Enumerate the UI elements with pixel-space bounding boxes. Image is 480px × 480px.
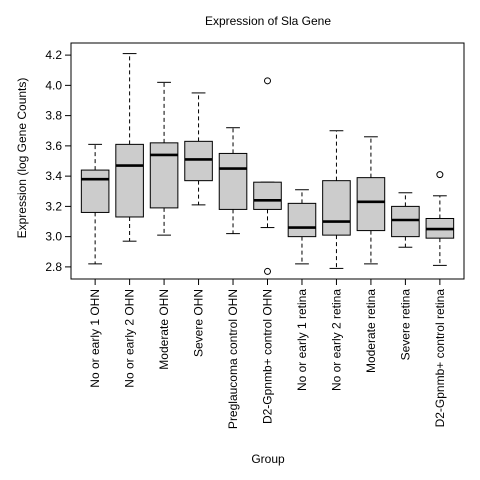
iqr-box: [322, 180, 351, 236]
box-1: [80, 143, 110, 265]
x-tick-label: D2-Gpnmb+ control OHN: [261, 289, 275, 424]
x-tick-label: Moderate OHN: [157, 289, 171, 370]
x-tick-label: No or early 1 OHN: [88, 289, 102, 388]
box-10: [391, 192, 420, 248]
outlier-point: [436, 171, 444, 179]
iqr-box: [115, 143, 144, 218]
box-6: [253, 77, 282, 275]
iqr-box: [356, 177, 386, 232]
box-3: [149, 81, 179, 236]
x-axis-label: Group: [251, 452, 285, 466]
box-9: [356, 136, 386, 265]
x-tick-label: Severe retina: [398, 289, 412, 361]
iqr-box: [253, 181, 282, 210]
plot-area: [80, 53, 455, 275]
box-2: [115, 53, 144, 242]
x-tick-label: Preglaucoma control OHN: [226, 289, 240, 429]
x-tick-label: No or early 2 retina: [329, 289, 343, 391]
iqr-box: [287, 202, 317, 238]
box-11: [425, 171, 455, 266]
box-8: [322, 130, 351, 269]
box-5: [218, 127, 248, 235]
axes: 2.8 3.0 3.2 3.4 3.6 3.8 4.0 4.2 No or early 1 OH…: [45, 42, 465, 429]
box-7: [287, 189, 317, 265]
y-tick-label: 3.2: [45, 199, 62, 213]
y-tick-label: 4.0: [45, 78, 62, 92]
y-tick-label: 2.8: [45, 260, 62, 274]
x-tick-label: Moderate retina: [364, 289, 378, 373]
box-4: [184, 92, 213, 206]
x-tick-label: Severe OHN: [192, 289, 206, 357]
y-tick-label: 3.4: [45, 169, 62, 183]
iqr-box: [80, 169, 110, 213]
x-tick-label: D2-Gpnmb+ control retina: [433, 289, 447, 428]
x-tick-label: No or early 1 retina: [295, 289, 309, 391]
y-tick-label: 3.0: [45, 230, 62, 244]
iqr-box: [149, 142, 179, 209]
iqr-box: [184, 140, 213, 182]
iqr-box: [218, 152, 248, 210]
outlier-point: [264, 267, 271, 275]
outlier-point: [264, 77, 271, 85]
y-tick-label: 4.2: [45, 48, 62, 62]
x-tick-label: No or early 2 OHN: [123, 289, 137, 388]
chart-title: Expression of Sla Gene: [205, 14, 331, 28]
y-axis-label: Expression (log Gene Counts): [15, 78, 29, 239]
y-tick-label: 3.8: [45, 109, 62, 123]
iqr-box: [391, 205, 420, 238]
y-tick-label: 3.6: [45, 139, 62, 153]
